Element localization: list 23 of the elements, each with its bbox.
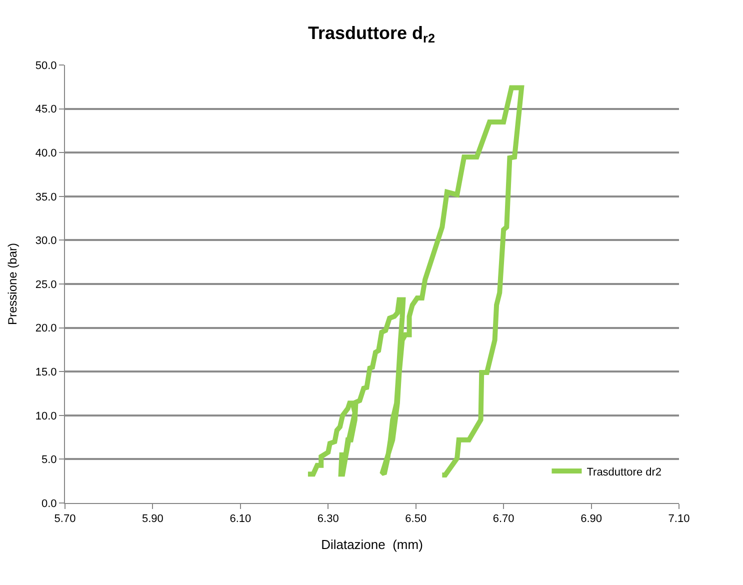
y-tick-label: 0.0 xyxy=(42,498,57,510)
x-tick-label: 6.30 xyxy=(317,513,339,526)
y-tick-label: 30.0 xyxy=(35,235,57,248)
chart-title: Trasduttore d$_{r2}$ xyxy=(308,22,435,46)
x-tick-label: 5.70 xyxy=(54,513,76,526)
x-tick-label: 6.50 xyxy=(405,513,427,526)
x-tick-label: 6.90 xyxy=(580,513,602,526)
y-tick-label: 50.0 xyxy=(35,60,57,72)
y-tick-label: 5.0 xyxy=(42,454,57,466)
y-tick-label: 15.0 xyxy=(35,366,57,378)
y-tick-label: 45.0 xyxy=(35,104,57,116)
y-tick-label: 25.0 xyxy=(35,278,57,291)
y-tick-label: 10.0 xyxy=(35,410,57,422)
y-tick-label: 20.0 xyxy=(35,322,57,335)
x-tick-label: 6.70 xyxy=(492,513,514,526)
x-tick-label: 5.90 xyxy=(142,513,164,526)
legend-label: Trasduttore dr2 xyxy=(586,466,662,478)
x-tick-label: 6.10 xyxy=(230,513,252,526)
y-axis-title: Pressione (bar) xyxy=(6,242,20,326)
y-tick-label: 35.0 xyxy=(35,191,57,204)
x-tick-label: 7.10 xyxy=(668,513,690,526)
y-tick-label: 40.0 xyxy=(35,147,57,160)
x-axis-title: Dilatazione (mm) xyxy=(321,536,423,552)
